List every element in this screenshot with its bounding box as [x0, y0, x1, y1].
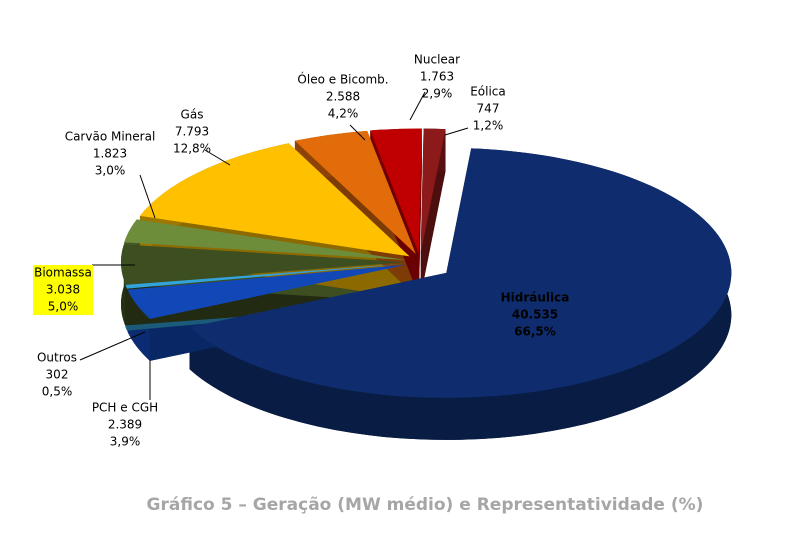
slice: [121, 244, 407, 284]
value-label: 40.535: [512, 308, 558, 322]
percent-label: 1,2%: [473, 119, 504, 133]
leader-line: [444, 127, 469, 136]
value-label: 302: [46, 368, 69, 382]
percent-label: 5,0%: [48, 300, 79, 314]
slice: [124, 219, 407, 261]
value-label: 1.763: [420, 70, 454, 84]
slice: [125, 263, 407, 289]
percent-label: 0,5%: [42, 385, 73, 399]
chart-title: Gráfico 5 – Geração (MW médio) e Represe…: [147, 495, 704, 515]
value-label: 3.038: [46, 283, 80, 297]
slice-label: Carvão Mineral: [65, 130, 156, 144]
percent-label: 4,2%: [328, 107, 359, 121]
slice: [370, 128, 422, 254]
slice: [420, 128, 446, 254]
slice-label: Outros: [37, 351, 77, 365]
value-label: 2.588: [326, 90, 360, 104]
slice-label: Gás: [181, 108, 204, 122]
slice-label: Óleo e Bicomb.: [297, 72, 388, 87]
pie-tops: [121, 128, 732, 398]
value-label: 747: [477, 102, 500, 116]
labels: Hidráulica 40.535 66,5% PCH e CGH 2.389 3,9% O…: [33, 53, 569, 449]
percent-label: 3,0%: [95, 164, 126, 178]
leader-line: [409, 91, 426, 121]
leader-line: [139, 174, 156, 219]
percent-label: 12,8%: [173, 142, 211, 156]
value-label: 2.389: [108, 418, 142, 432]
percent-label: 2,9%: [422, 87, 453, 101]
leader-line: [349, 124, 366, 141]
slice-label: Biomassa: [34, 266, 92, 280]
slice: [189, 148, 732, 398]
value-label: 7.793: [175, 125, 209, 139]
percent-label: 3,9%: [110, 435, 141, 449]
leader-line: [79, 331, 146, 361]
slice-label: PCH e CGH: [92, 401, 158, 415]
slice-label: Eólica: [470, 85, 506, 99]
leader-line: [204, 149, 231, 166]
value-label: 1.823: [93, 147, 127, 161]
slice-label: Nuclear: [414, 53, 460, 67]
label-highlight: [33, 265, 93, 315]
slice-label: Hidráulica: [501, 291, 570, 305]
slice: [127, 264, 407, 319]
slice: [294, 130, 416, 254]
slice: [139, 143, 410, 257]
percent-label: 66,5%: [514, 325, 556, 339]
